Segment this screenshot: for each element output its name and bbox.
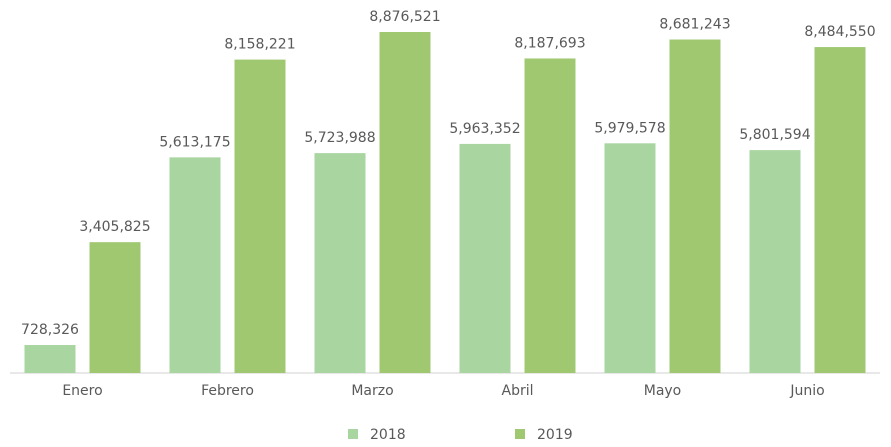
bar: [89, 242, 141, 373]
x-tick-label: Mayo: [644, 383, 682, 399]
value-label: 8,484,550: [804, 24, 875, 40]
x-tick-label: Marzo: [351, 383, 393, 399]
bar: [604, 143, 656, 373]
legend-swatch: [348, 429, 358, 439]
x-tick-label: Abril: [502, 383, 534, 399]
bar: [314, 153, 366, 373]
value-label: 3,405,825: [79, 219, 150, 235]
bar: [234, 59, 286, 373]
value-label: 5,979,578: [594, 120, 665, 136]
value-label: 5,801,594: [739, 127, 810, 143]
bar: [669, 39, 721, 373]
bar: [749, 150, 801, 373]
bar: [814, 47, 866, 374]
value-label: 8,876,521: [369, 9, 440, 25]
x-tick-label: Febrero: [201, 383, 254, 399]
value-label: 8,681,243: [659, 17, 730, 33]
value-label: 5,963,352: [449, 121, 520, 137]
value-label: 5,613,175: [159, 134, 230, 150]
legend-swatch: [515, 429, 525, 439]
bar: [524, 58, 576, 374]
legend-label: 2018: [370, 427, 406, 443]
bar: [169, 157, 221, 373]
legend-label: 2019: [537, 427, 573, 443]
bar: [24, 345, 76, 373]
x-tick-label: Junio: [789, 383, 824, 399]
bar: [379, 32, 431, 373]
value-label: 5,723,988: [304, 130, 375, 146]
x-tick-label: Enero: [62, 383, 102, 399]
bar: [459, 143, 511, 373]
value-label: 728,326: [21, 322, 79, 338]
value-label: 8,187,693: [514, 35, 585, 51]
value-label: 8,158,221: [224, 37, 295, 53]
